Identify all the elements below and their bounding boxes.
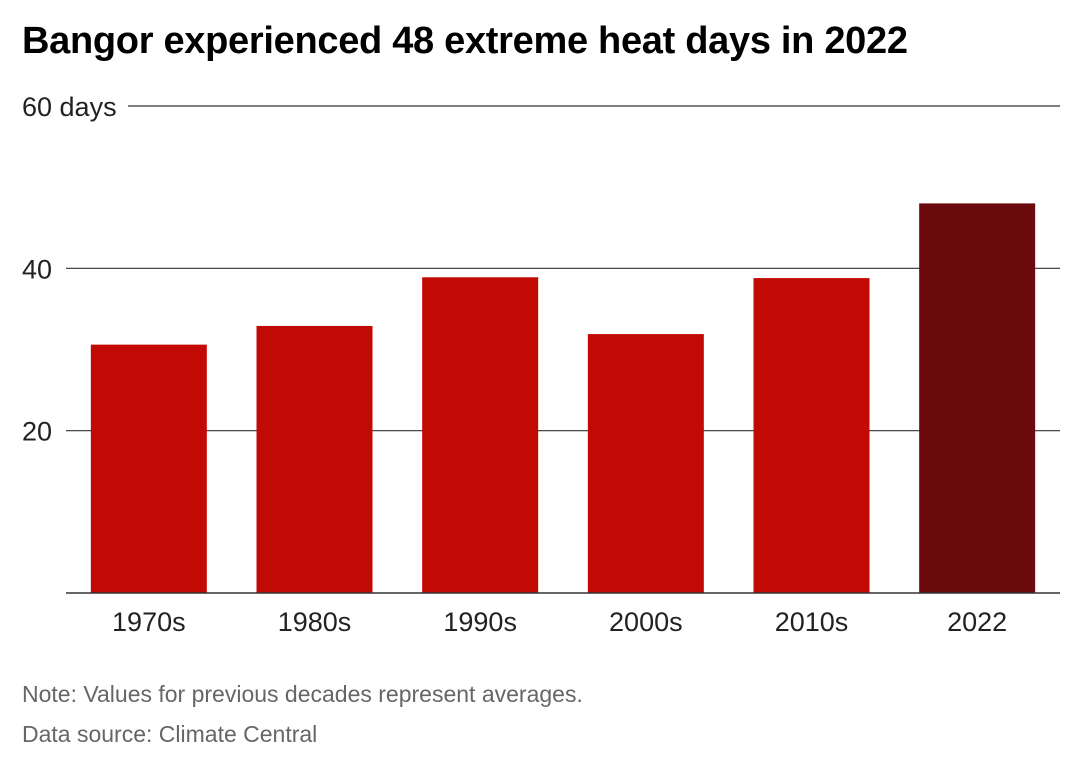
- y-tick-label: 20: [22, 417, 52, 447]
- bar-2010s: [753, 278, 870, 593]
- bar-2022: [919, 203, 1036, 593]
- bar-1980s: [256, 325, 373, 593]
- gridlines: [66, 105, 1060, 432]
- y-tick-label: 60 days: [22, 92, 117, 122]
- x-tick-label: 1990s: [443, 607, 517, 637]
- bars: [90, 203, 1036, 593]
- y-tick-label: 40: [22, 254, 52, 284]
- x-tick-label: 2022: [947, 607, 1007, 637]
- bar-2000s: [587, 334, 704, 593]
- chart-title: Bangor experienced 48 extreme heat days …: [22, 20, 908, 62]
- x-tick-label: 2000s: [609, 607, 683, 637]
- y-axis-ticks: 20 40 60 days: [22, 92, 117, 447]
- x-tick-label: 1970s: [112, 607, 186, 637]
- chart-note: Note: Values for previous decades repres…: [22, 681, 583, 707]
- x-tick-label: 2010s: [775, 607, 849, 637]
- data-source: Data source: Climate Central: [22, 721, 318, 747]
- bar-1990s: [422, 277, 539, 593]
- x-tick-label: 1980s: [278, 607, 352, 637]
- x-axis-ticks: 1970s 1980s 1990s 2000s 2010s 2022: [112, 607, 1007, 637]
- bar-1970s: [90, 344, 207, 593]
